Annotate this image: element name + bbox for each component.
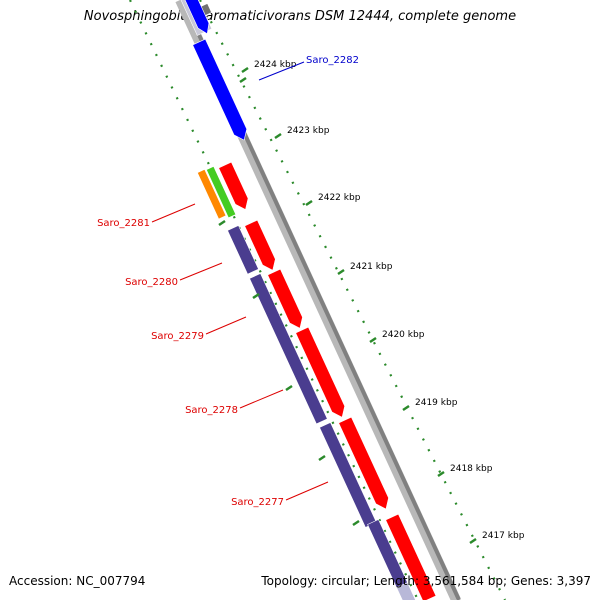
inner-tick-mark [318,454,326,462]
kbp-tick-label: 2423 kbp [287,126,330,136]
gene-label-leader [179,262,223,281]
gene-label-leader [205,316,247,335]
kbp-tick-mark [305,199,313,207]
gene-orange [196,168,227,220]
gene-label-leader [258,61,305,81]
gene-saro-2279 [267,268,303,329]
kbp-tick-label: 2419 kbp [415,398,458,408]
gene-label: Saro_2278 [185,405,238,416]
scale-ticks: 2424 kbp 2423 kbp 2422 kbp 2421 kbp 2420 kbp… [218,60,525,545]
kbp-tick-mark [337,268,345,276]
kbp-tick-mark [437,470,445,478]
gene-label-leader [285,481,329,501]
inner-tick-mark [352,519,360,527]
inner-tick-mark [239,76,247,84]
gene-label-leader [151,203,196,223]
kbp-tick-label: 2417 kbp [482,531,525,541]
gene-label: Saro_2280 [125,277,178,288]
inner-tick-mark [218,219,226,227]
accession-text: Accession: NC_007794 [9,574,146,588]
scale-dot-tracks [129,0,506,600]
outer-dot-track [199,0,506,600]
inner-tick-mark [285,384,293,392]
gene-saro-2281 [218,161,249,210]
gene-label-leader [239,389,284,409]
kbp-tick-mark [274,132,282,140]
gene-saro-2278 [295,326,346,418]
gene-label: Saro_2281 [97,218,150,229]
kbp-tick-mark [402,404,410,412]
kbp-tick-label: 2418 kbp [450,464,493,474]
kbp-tick-mark [369,336,377,344]
kbp-tick-label: 2422 kbp [318,193,361,203]
inner-dot-track [129,0,419,600]
gene-label: Saro_2277 [231,497,284,508]
gene-label: Saro_2279 [151,331,204,342]
kbp-tick-mark [469,537,477,545]
kbp-tick-label: 2421 kbp [350,262,393,272]
gene-green [205,165,237,219]
inner-tick-mark [252,292,260,300]
gene-features [180,0,437,600]
gene-labels: Saro_2282 Saro_2281 Saro_2280 Saro_2279 Saro… [97,55,359,508]
kbp-tick-mark [241,66,249,74]
orf-4 [367,519,416,600]
gene-saro-2280 [244,219,276,271]
gene-label: Saro_2282 [306,55,359,66]
gene-saro-2282 [192,38,248,141]
gene-saro-2277 [338,416,389,510]
orf-2 [249,273,328,425]
orf-5 [396,582,416,600]
genome-summary-text: Topology: circular; Length: 3,561,584 bp… [261,574,591,588]
gene-saro-2282-part1 [184,0,210,35]
kbp-tick-label: 2424 kbp [254,60,297,70]
kbp-tick-label: 2420 kbp [382,330,425,340]
orf-1 [227,225,259,275]
gene-downstream-red [385,513,437,600]
